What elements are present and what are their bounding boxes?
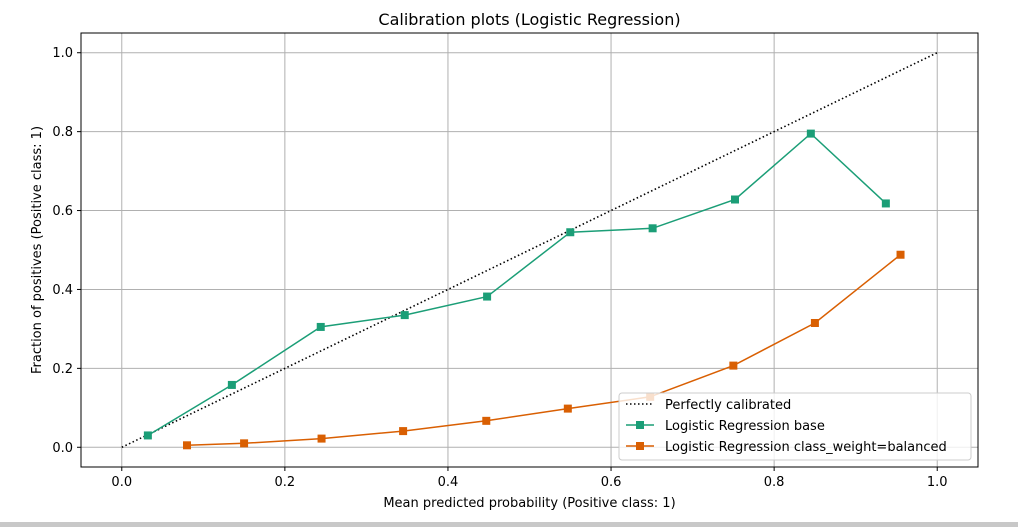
x-tick-label: 1.0 bbox=[927, 475, 948, 490]
data-point bbox=[730, 195, 739, 204]
x-axis-label: Mean predicted probability (Positive cla… bbox=[383, 496, 675, 511]
y-tick-label: 1.0 bbox=[52, 46, 73, 61]
legend-marker bbox=[636, 442, 644, 450]
data-point bbox=[483, 292, 492, 301]
data-point bbox=[400, 311, 409, 320]
x-tick-label: 0.8 bbox=[764, 475, 785, 490]
y-tick-label: 0.0 bbox=[52, 441, 73, 456]
series-line bbox=[186, 254, 901, 447]
chart-title: Calibration plots (Logistic Regression) bbox=[378, 10, 680, 29]
data-point bbox=[563, 404, 572, 413]
plot-area bbox=[80, 32, 979, 468]
data-point bbox=[183, 441, 192, 450]
legend-item: Logistic Regression class_weight=balance… bbox=[626, 440, 947, 455]
x-tick-label: 0.6 bbox=[601, 475, 622, 490]
x-tick-label: 0.4 bbox=[438, 475, 459, 490]
data-point bbox=[399, 427, 408, 436]
x-tick-label: 0.2 bbox=[275, 475, 296, 490]
window-bottom-border bbox=[0, 522, 1018, 527]
series-2 bbox=[183, 250, 905, 450]
data-point bbox=[729, 361, 738, 370]
y-tick-label: 0.6 bbox=[52, 204, 73, 219]
series-layer bbox=[121, 51, 938, 450]
data-point bbox=[317, 434, 326, 443]
legend-marker bbox=[636, 421, 644, 429]
data-point bbox=[143, 431, 152, 440]
data-point bbox=[881, 199, 890, 208]
legend-item: Logistic Regression base bbox=[626, 419, 825, 434]
data-point bbox=[648, 224, 657, 233]
axis-ticks: 0.0 0.2 0.4 0.6 0.8 1.0 0.0 0.2 0.4 0.6 0.8 1.0 bbox=[52, 46, 947, 490]
grid-lines bbox=[81, 33, 978, 467]
x-tick-label: 0.0 bbox=[111, 475, 132, 490]
y-tick-label: 0.4 bbox=[52, 283, 73, 298]
data-point bbox=[810, 318, 819, 327]
data-point bbox=[227, 380, 236, 389]
series-1 bbox=[143, 129, 890, 440]
series-0 bbox=[121, 51, 938, 449]
legend-box bbox=[618, 392, 972, 461]
series-line bbox=[147, 132, 887, 437]
y-axis-label: Fraction of positives (Positive class: 1… bbox=[30, 126, 45, 374]
y-tick-label: 0.8 bbox=[52, 125, 73, 140]
data-point bbox=[806, 129, 815, 138]
legend-label: Logistic Regression class_weight=balance… bbox=[665, 440, 947, 455]
y-tick-label: 0.2 bbox=[52, 362, 73, 377]
series-line bbox=[121, 51, 938, 449]
data-point bbox=[482, 416, 491, 425]
data-point bbox=[316, 322, 325, 331]
data-point bbox=[566, 228, 575, 237]
legend: Perfectly calibrated Logistic Regression … bbox=[618, 392, 972, 461]
data-point bbox=[896, 250, 905, 259]
data-point bbox=[240, 439, 249, 448]
legend-label: Perfectly calibrated bbox=[665, 398, 791, 413]
legend-label: Logistic Regression base bbox=[665, 419, 825, 434]
legend-item: Perfectly calibrated bbox=[626, 398, 791, 413]
